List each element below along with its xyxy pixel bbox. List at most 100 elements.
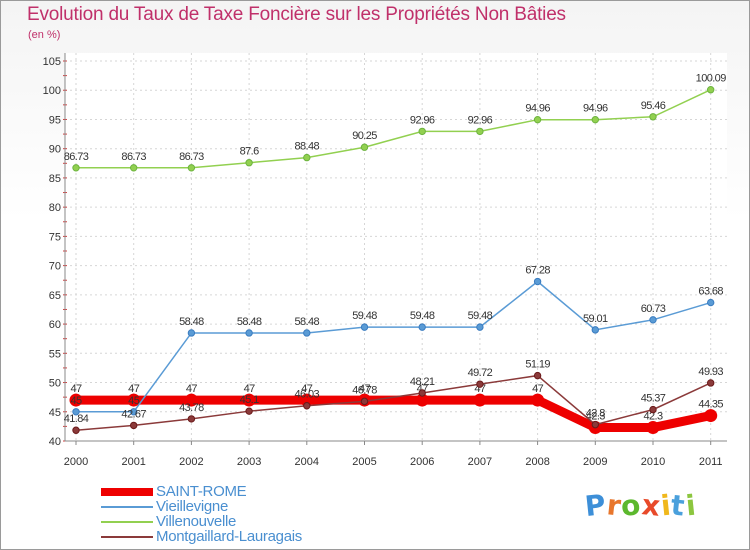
series-vieillevigne: 45 45 58.48 58.48 58.48 59.48 59.48 59.48 67.28 5… bbox=[70, 265, 724, 416]
data-label: 59.48 bbox=[352, 310, 377, 322]
data-point bbox=[533, 371, 542, 380]
data-label: 58.48 bbox=[295, 316, 320, 328]
y-tick-label: 105 bbox=[43, 56, 61, 68]
data-point bbox=[303, 153, 311, 162]
data-point bbox=[360, 323, 369, 331]
series-villenouvelle: 86.73 86.73 86.73 87.6 88.48 90.25 92.96 92.96 9… bbox=[64, 73, 727, 172]
data-label: 90.25 bbox=[352, 130, 377, 142]
y-tick-label: 70 bbox=[49, 261, 61, 273]
data-label: 92.96 bbox=[410, 114, 435, 126]
y-axis-unit-label: (en %) bbox=[28, 29, 61, 41]
data-point bbox=[531, 393, 545, 407]
data-label: 67.28 bbox=[525, 265, 550, 277]
data-point bbox=[707, 86, 715, 94]
logo-letter: i bbox=[683, 488, 698, 523]
data-label: 47 bbox=[70, 383, 82, 395]
data-label: 59.01 bbox=[583, 313, 608, 325]
x-tick-label: 2007 bbox=[468, 456, 492, 468]
data-point bbox=[245, 159, 253, 167]
data-label: 92.96 bbox=[468, 114, 493, 126]
data-point bbox=[533, 277, 542, 286]
proxiti-logo: Proxiti bbox=[583, 488, 698, 523]
data-point bbox=[303, 329, 311, 337]
data-point bbox=[360, 397, 369, 406]
data-point bbox=[649, 113, 657, 121]
data-point bbox=[245, 407, 253, 415]
data-label: 44.35 bbox=[698, 399, 723, 411]
series-line bbox=[71, 395, 716, 433]
data-point bbox=[69, 393, 83, 407]
data-point bbox=[591, 115, 599, 124]
data-point bbox=[187, 164, 196, 172]
data-label: 48.21 bbox=[410, 376, 435, 388]
legend-swatch bbox=[101, 488, 153, 496]
x-tick-label: 2000 bbox=[64, 456, 88, 468]
data-point bbox=[707, 298, 715, 307]
x-tick-label: 2001 bbox=[121, 456, 145, 468]
legend-label: Montgaillard-Lauragais bbox=[156, 528, 302, 545]
legend-swatch bbox=[101, 536, 153, 538]
data-point bbox=[187, 415, 196, 423]
data-label: 86.73 bbox=[121, 151, 146, 163]
x-tick-label: 2006 bbox=[410, 456, 434, 468]
x-tick-label: 2004 bbox=[295, 456, 319, 468]
data-label: 86.73 bbox=[64, 151, 89, 163]
series-line bbox=[76, 280, 711, 413]
data-label: 42.67 bbox=[121, 408, 146, 420]
data-point bbox=[418, 389, 426, 397]
y-tick-label: 50 bbox=[49, 378, 61, 390]
data-point bbox=[72, 426, 80, 434]
series-line bbox=[75, 374, 712, 431]
data-point bbox=[476, 127, 484, 136]
series-line bbox=[76, 89, 712, 169]
data-label: 49.93 bbox=[698, 366, 723, 378]
data-point bbox=[184, 393, 198, 407]
data-point bbox=[303, 402, 311, 410]
data-label: 94.96 bbox=[583, 103, 608, 115]
x-tick-label: 2003 bbox=[237, 456, 261, 468]
data-label: 47 bbox=[128, 383, 140, 395]
data-label: 47 bbox=[301, 383, 313, 395]
data-point bbox=[127, 393, 141, 407]
data-point bbox=[130, 164, 138, 172]
data-label: 49.72 bbox=[468, 367, 493, 379]
chart-title: Evolution du Taux de Taxe Foncière sur l… bbox=[27, 4, 566, 25]
data-label: 58.48 bbox=[237, 316, 262, 328]
legend-swatch bbox=[101, 506, 153, 508]
data-label: 63.68 bbox=[698, 286, 723, 298]
y-tick-label: 60 bbox=[49, 319, 61, 331]
data-label: 47 bbox=[359, 383, 371, 395]
data-label: 45.1 bbox=[240, 394, 259, 406]
data-point bbox=[476, 380, 484, 388]
data-label: 47 bbox=[186, 383, 198, 395]
data-label: 42.3 bbox=[643, 411, 662, 423]
y-tick-label: 45 bbox=[49, 407, 61, 419]
data-label: 95.46 bbox=[641, 100, 666, 112]
x-tick-label: 2002 bbox=[179, 456, 203, 468]
y-tick-label: 40 bbox=[49, 436, 61, 448]
data-point bbox=[187, 329, 196, 337]
data-label: 59.48 bbox=[410, 310, 435, 322]
data-point bbox=[360, 143, 369, 151]
data-point bbox=[130, 408, 138, 416]
data-label: 87.6 bbox=[240, 146, 259, 158]
data-label: 43.78 bbox=[179, 402, 204, 414]
data-point bbox=[704, 409, 718, 423]
plot-area bbox=[65, 53, 727, 441]
data-point bbox=[646, 421, 660, 435]
series-montgaillard-lauragais: 41.84 42.67 43.78 45.1 46.03 46.78 48.21 49.72 5… bbox=[64, 359, 724, 434]
x-tick-label: 2011 bbox=[699, 456, 723, 468]
data-point bbox=[300, 393, 314, 407]
data-label: 46.03 bbox=[295, 389, 320, 401]
data-label: 47 bbox=[532, 383, 544, 395]
data-label: 42.3 bbox=[586, 411, 605, 423]
x-tick-label: 2009 bbox=[583, 456, 607, 468]
data-label: 45.37 bbox=[641, 393, 666, 405]
data-point bbox=[72, 408, 80, 416]
y-tick-label: 85 bbox=[49, 173, 61, 185]
data-point bbox=[591, 326, 599, 334]
data-label: 86.73 bbox=[179, 151, 204, 163]
data-point bbox=[418, 323, 426, 331]
